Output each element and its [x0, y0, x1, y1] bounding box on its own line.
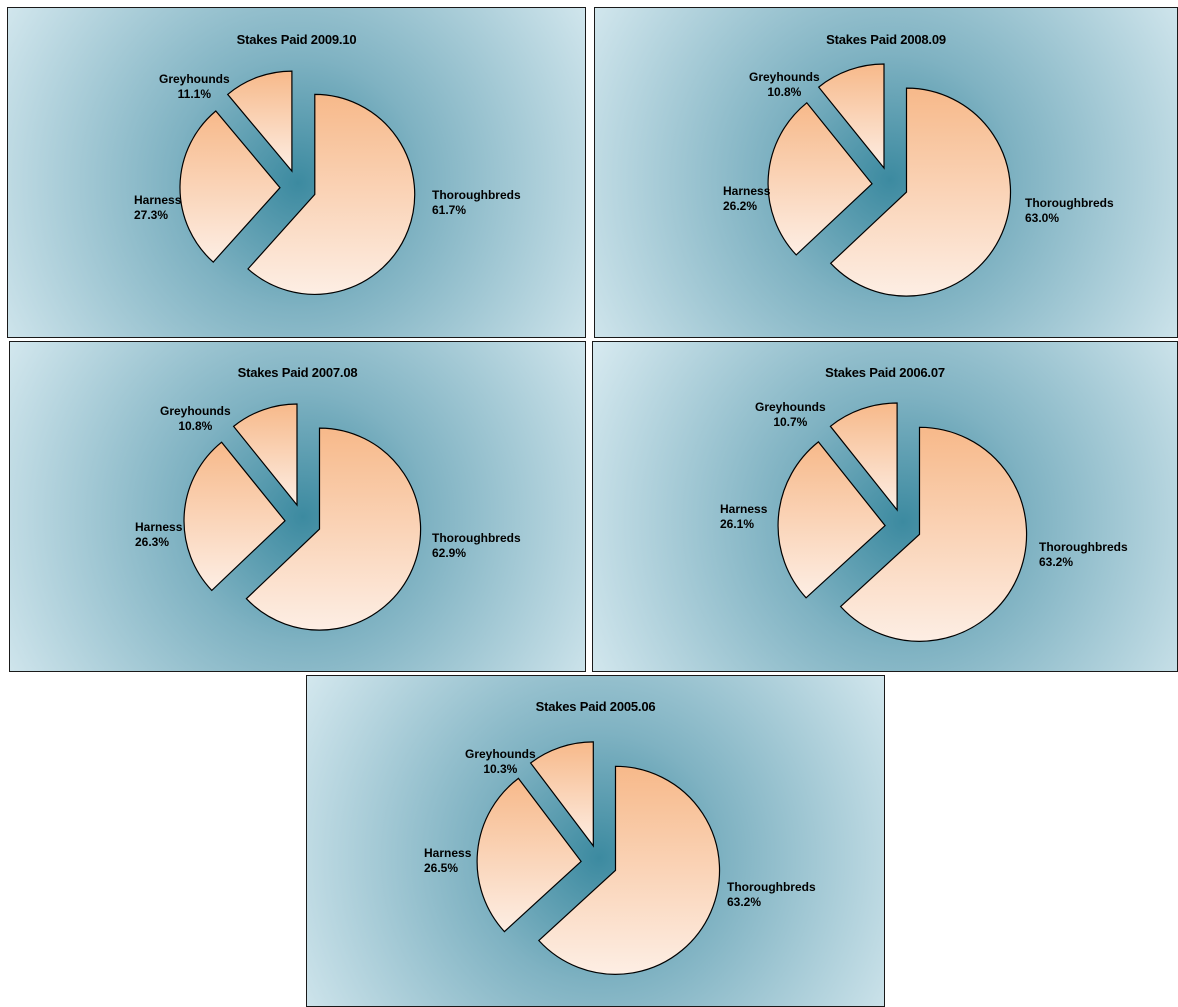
slice-label-greyhounds: Greyhounds 10.8% — [749, 70, 820, 99]
pie-slice-harness — [476, 777, 582, 933]
pie-chart-2008-09 — [595, 8, 1177, 337]
pie-chart-2005-06 — [307, 676, 884, 1006]
slice-label-greyhounds: Greyhounds 11.1% — [159, 72, 230, 101]
pie-slice-greyhounds — [817, 63, 885, 170]
pie-chart-2009-10 — [8, 8, 585, 337]
pie-slice-thoroughbreds — [537, 765, 721, 975]
pie-slice-greyhounds — [226, 70, 293, 173]
slice-label-thoroughbreds: Thoroughbreds 62.9% — [432, 531, 521, 560]
pie-slice-thoroughbreds — [839, 426, 1028, 642]
pie-slice-harness — [183, 441, 286, 592]
chart-title: Stakes Paid 2005.06 — [535, 699, 656, 714]
slice-label-harness: Harness 26.3% — [135, 520, 183, 549]
chart-panel-2009-10: Stakes Paid 2009.10 Greyhounds 11.1% Harn… — [7, 7, 586, 338]
pie-slice-greyhounds — [529, 741, 594, 848]
chart-panel-2007-08: Stakes Paid 2007.08 Greyhounds 10.8% Harn… — [9, 341, 586, 672]
pie-slice-harness — [777, 441, 886, 599]
chart-title: Stakes Paid 2009.10 — [236, 32, 357, 47]
slice-label-thoroughbreds: Thoroughbreds 63.2% — [1039, 540, 1128, 569]
slice-label-thoroughbreds: Thoroughbreds 61.7% — [432, 188, 521, 217]
slice-label-greyhounds: Greyhounds 10.8% — [160, 404, 231, 433]
chart-panel-2005-06: Stakes Paid 2005.06 Greyhounds 10.3% Harn… — [306, 675, 885, 1007]
slice-label-thoroughbreds: Thoroughbreds 63.2% — [727, 880, 816, 909]
pie-slice-greyhounds — [232, 403, 298, 507]
chart-panel-2008-09: Stakes Paid 2008.09 Greyhounds 10.8% Harn… — [594, 7, 1178, 338]
pie-chart-2007-08 — [10, 342, 585, 671]
slice-label-harness: Harness 26.2% — [723, 184, 771, 213]
slice-label-harness: Harness 27.3% — [134, 193, 182, 222]
pie-slice-thoroughbreds — [245, 427, 422, 631]
pie-chart-2006-07 — [593, 342, 1177, 671]
pie-slice-harness — [767, 101, 873, 256]
chart-panel-2006-07: Stakes Paid 2006.07 Greyhounds 10.7% Harn… — [592, 341, 1178, 672]
chart-title: Stakes Paid 2006.07 — [825, 365, 945, 380]
pie-slice-harness — [179, 110, 281, 263]
slice-label-greyhounds: Greyhounds 10.7% — [755, 400, 826, 429]
slice-label-harness: Harness 26.1% — [720, 502, 768, 531]
slice-label-harness: Harness 26.5% — [424, 846, 472, 875]
pie-slice-thoroughbreds — [247, 93, 416, 295]
chart-title: Stakes Paid 2007.08 — [237, 365, 358, 380]
slice-label-greyhounds: Greyhounds 10.3% — [465, 747, 536, 776]
slice-label-thoroughbreds: Thoroughbreds 63.0% — [1025, 196, 1114, 225]
chart-title: Stakes Paid 2008.09 — [826, 32, 946, 47]
pie-slice-greyhounds — [829, 402, 898, 512]
pie-slice-thoroughbreds — [829, 87, 1012, 297]
